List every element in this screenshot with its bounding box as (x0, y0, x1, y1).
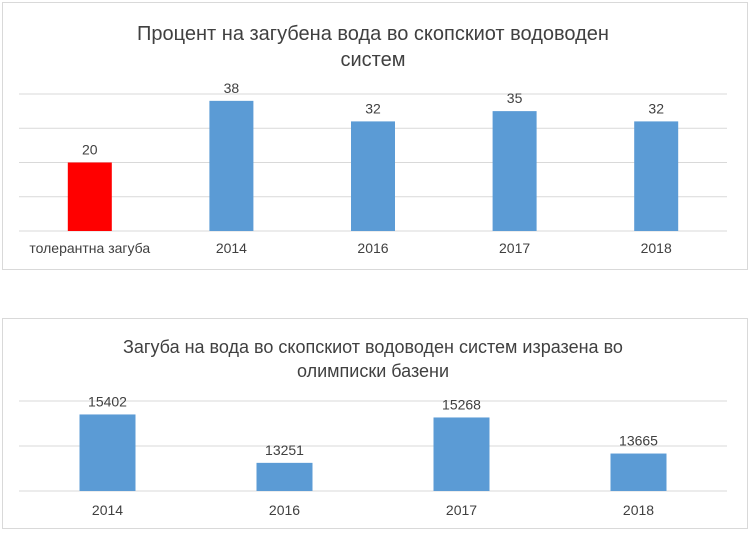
chart-water-loss-percent: Процент на загубена вода во скопскиот во… (19, 23, 727, 256)
category-labels: 2014 2016 2017 2018 (92, 502, 654, 518)
chart-title-line-1: Процент на загубена вода во скопскиот во… (137, 23, 609, 45)
bar (433, 417, 490, 491)
category-label: 2016 (269, 502, 300, 518)
chart-title-line-2: олимписки базени (297, 361, 449, 381)
category-label: 2016 (357, 240, 388, 256)
category-label: 2014 (216, 240, 247, 256)
category-label: 2014 (92, 502, 123, 518)
chart-olympic-pools: Загуба на вода во скопскиот водоводен си… (19, 337, 727, 518)
data-label: 32 (365, 100, 381, 116)
data-label: 20 (82, 142, 98, 158)
bar (67, 162, 112, 231)
chart-panel-water-loss-percent: Процент на загубена вода во скопскиот во… (2, 2, 748, 270)
data-label: 15402 (88, 393, 127, 409)
category-label: 2018 (641, 240, 672, 256)
bar (634, 121, 679, 231)
bar (256, 462, 313, 491)
category-label: 2017 (499, 240, 530, 256)
data-labels: 20 38 32 35 32 (82, 80, 664, 158)
bars (67, 100, 679, 231)
category-labels: толерантна загуба 2014 2016 2017 2018 (29, 240, 672, 256)
category-label: 2017 (446, 502, 477, 518)
category-label: 2018 (623, 502, 654, 518)
data-label: 15268 (442, 396, 481, 412)
chart-title-line-2: систем (341, 49, 406, 71)
gridlines (19, 400, 727, 492)
bars (79, 414, 667, 491)
data-label: 32 (648, 100, 664, 116)
chart-title-line-1: Загуба на вода во скопскиот водоводен си… (123, 337, 623, 357)
data-labels: 15402 13251 15268 13665 (88, 393, 658, 457)
category-label: толерантна загуба (29, 240, 150, 256)
bar (79, 414, 136, 491)
bar (351, 121, 395, 231)
chart-panel-olympic-pools: Загуба на вода во скопскиот водоводен си… (2, 318, 748, 529)
data-label: 13251 (265, 442, 304, 458)
bar (209, 100, 254, 231)
bar (492, 111, 537, 231)
data-label: 35 (507, 90, 523, 106)
data-label: 38 (224, 80, 240, 96)
bar (610, 453, 667, 491)
data-label: 13665 (619, 433, 658, 449)
